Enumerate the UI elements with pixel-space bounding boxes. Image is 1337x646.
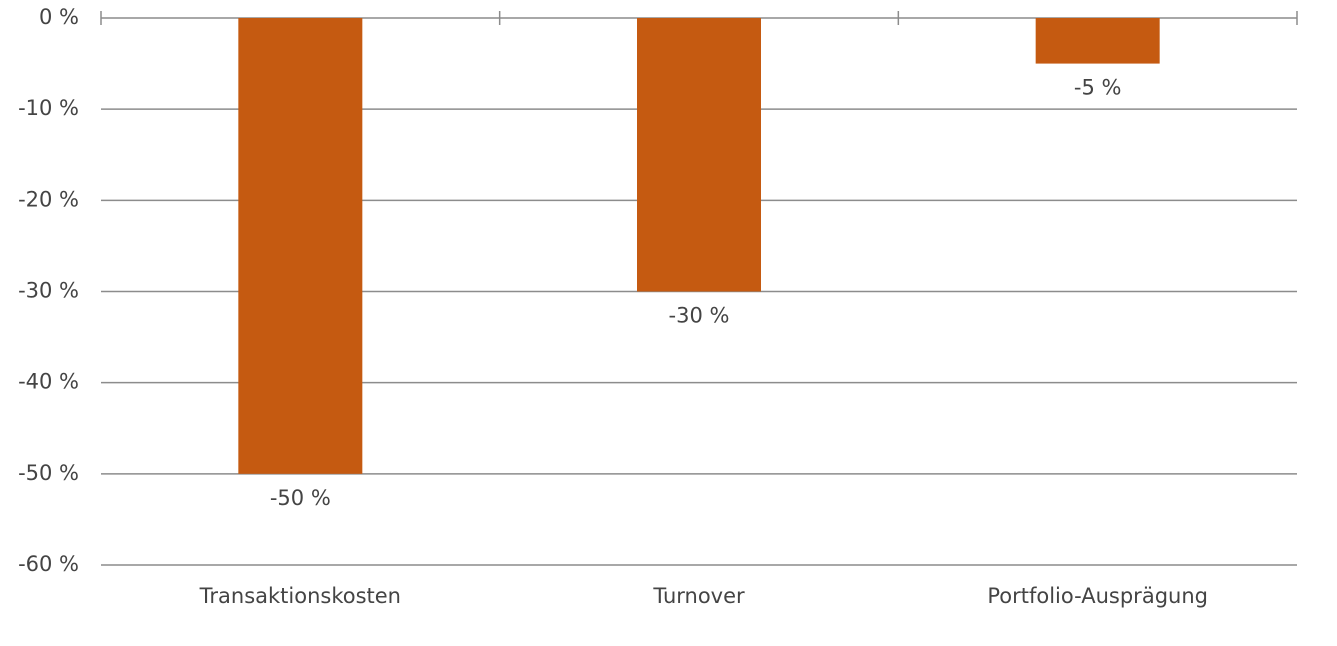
x-tick-label: Transaktionskosten	[199, 584, 401, 608]
bar	[1035, 18, 1160, 64]
y-tick-label: -60 %	[18, 552, 79, 576]
x-tick-label: Turnover	[652, 584, 745, 608]
value-label: -50 %	[270, 486, 331, 510]
bar	[238, 18, 363, 474]
y-tick-label: -30 %	[18, 279, 79, 303]
value-label: -30 %	[669, 304, 730, 328]
bar	[637, 18, 761, 292]
y-tick-label: -50 %	[18, 461, 79, 485]
y-tick-label: -10 %	[18, 96, 79, 120]
y-tick-label: 0 %	[39, 5, 79, 29]
y-tick-label: -20 %	[18, 187, 79, 211]
value-label: -5 %	[1074, 76, 1122, 100]
y-tick-label: -40 %	[18, 370, 79, 394]
x-tick-label: Portfolio-Ausprägung	[987, 584, 1208, 608]
